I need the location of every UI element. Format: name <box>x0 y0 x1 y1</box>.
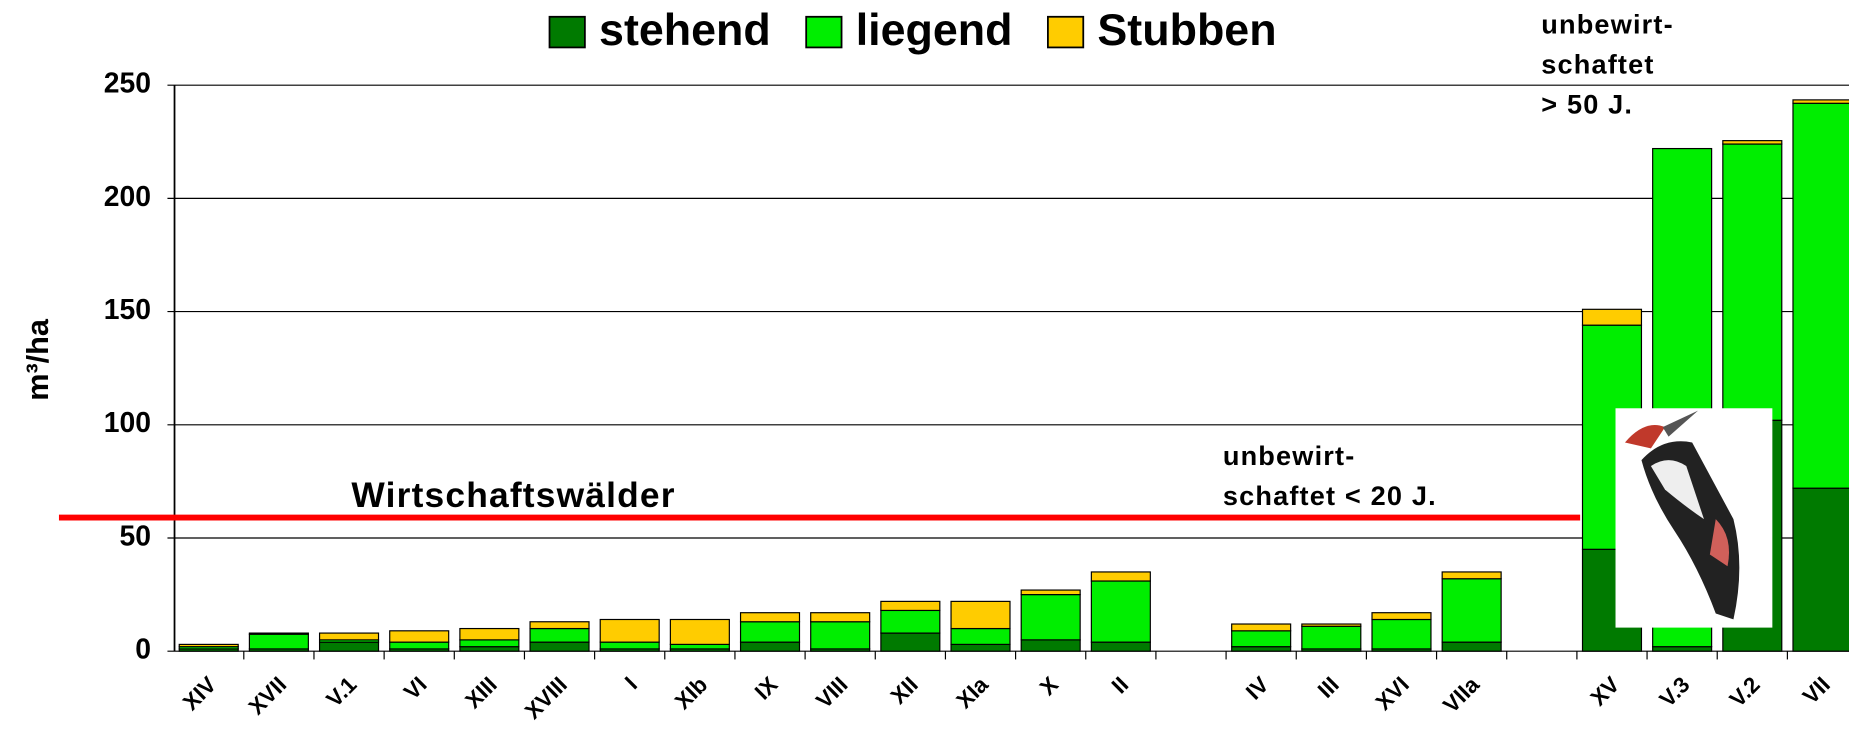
bar-segment <box>950 643 1011 652</box>
annotation: > 50 J. <box>1541 89 1633 120</box>
y-tick-label: 200 <box>104 180 151 212</box>
bar-segment <box>1792 99 1849 104</box>
bar-segment <box>1441 578 1502 643</box>
bar-segment <box>1020 593 1081 641</box>
x-tick-label: XIb <box>670 672 712 714</box>
bar-segment <box>318 641 380 652</box>
bar-segment <box>459 639 520 648</box>
bar-segment <box>1792 487 1849 652</box>
bar-segment <box>459 627 520 641</box>
annotation: Wirtschaftswälder <box>351 476 675 515</box>
annotation: schaftet <box>1541 48 1654 79</box>
bar-segment <box>1652 646 1713 652</box>
bar-segment <box>459 646 520 652</box>
bar-segment <box>1441 641 1502 652</box>
bar-segment <box>178 643 239 648</box>
bird-beak <box>1662 410 1699 437</box>
bar-segment <box>1090 571 1151 582</box>
bar-segment <box>248 632 309 635</box>
x-tick-label: XIV <box>178 672 221 715</box>
bar-segment <box>599 618 660 643</box>
bird-vent <box>1709 519 1730 567</box>
bar-segment <box>739 612 801 623</box>
bar-segment <box>1371 612 1432 621</box>
bar-segment <box>248 633 309 650</box>
x-tick-label: V.3 <box>1655 672 1695 712</box>
x-tick-label: VI <box>399 672 432 705</box>
bar-segment <box>1581 308 1643 326</box>
bar-segment <box>1090 580 1151 643</box>
bar-segment <box>1231 623 1292 632</box>
bar-segment <box>529 627 590 643</box>
legend-swatch <box>805 15 843 49</box>
legend-swatch <box>1047 15 1085 49</box>
bar-segment <box>1301 623 1362 627</box>
bar-segment <box>1441 571 1502 580</box>
bar-segment <box>1231 646 1292 652</box>
y-tick-label: 250 <box>104 67 151 99</box>
bar-segment <box>1792 102 1849 489</box>
bar-segment <box>810 621 871 650</box>
x-tick-label: XII <box>886 672 923 709</box>
bar-segment <box>880 632 941 652</box>
y-tick-label: 50 <box>119 519 150 551</box>
bar-segment <box>669 618 730 645</box>
bar-segment <box>950 600 1011 630</box>
annotation: schaftet < 20 J. <box>1223 480 1437 511</box>
bar-segment <box>529 641 590 652</box>
legend-label: liegend <box>856 5 1013 55</box>
bar-segment <box>810 612 871 623</box>
bar-segment <box>739 641 801 652</box>
bar-segment <box>389 630 450 643</box>
bar-segment <box>389 641 450 650</box>
x-tick-label: IV <box>1241 672 1274 705</box>
x-tick-label: XVII <box>244 672 292 720</box>
bar-segment <box>669 643 730 650</box>
y-axis-label: m³/ha <box>21 318 55 401</box>
bar-segment <box>880 600 941 612</box>
bar-segment <box>1020 589 1081 596</box>
x-tick-label: I <box>620 672 642 694</box>
x-tick-label: X <box>1035 672 1063 700</box>
x-tick-label: VII <box>1798 672 1835 709</box>
woodpecker-image <box>1615 408 1773 628</box>
bar-segment <box>1722 143 1783 421</box>
bar-segment <box>1301 625 1362 650</box>
x-tick-label: XIII <box>460 672 501 713</box>
bird-white <box>1650 460 1704 520</box>
bar-segment <box>739 621 801 643</box>
x-tick-label: V.2 <box>1725 672 1765 712</box>
x-tick-label: III <box>1313 672 1344 703</box>
x-tick-label: II <box>1107 672 1133 698</box>
x-tick-label: V.1 <box>321 672 361 712</box>
legend-label: Stubben <box>1097 5 1276 55</box>
legend-swatch <box>548 15 586 49</box>
x-tick-label: XIa <box>952 672 994 714</box>
bar-segment <box>1090 641 1151 652</box>
y-tick-label: 0 <box>135 633 151 665</box>
bar-segment <box>1722 140 1783 145</box>
bar-segment <box>1231 630 1292 648</box>
bar-segment <box>1371 618 1432 650</box>
x-tick-label: XVIII <box>520 672 572 724</box>
y-tick-label: 150 <box>104 293 151 325</box>
x-tick-label: XV <box>1586 672 1625 711</box>
annotation: unbewirt- <box>1223 440 1356 471</box>
bar-segment <box>529 621 590 630</box>
x-tick-label: IX <box>750 672 783 705</box>
x-tick-label: VIII <box>811 672 852 713</box>
bird-cap <box>1624 424 1666 449</box>
bar-segment <box>1020 639 1081 652</box>
bar-segment <box>318 632 380 641</box>
y-tick-label: 100 <box>104 406 151 438</box>
annotation: unbewirt- <box>1541 8 1674 39</box>
bar-segment <box>599 641 660 650</box>
bar-segment <box>950 627 1011 645</box>
bar-segment <box>880 609 941 634</box>
legend-label: stehend <box>599 5 771 55</box>
x-tick-label: XVI <box>1371 672 1414 715</box>
x-tick-label: VIIa <box>1438 672 1484 718</box>
